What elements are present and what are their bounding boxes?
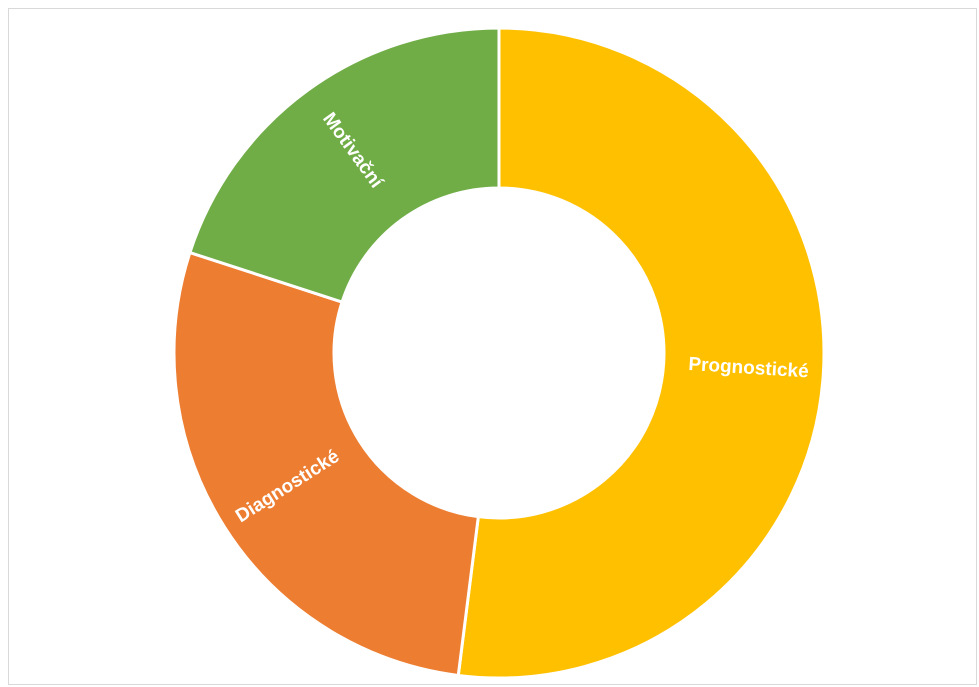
donut-slices bbox=[172, 26, 826, 680]
slice-diagnosticke[interactable] bbox=[172, 251, 480, 677]
slice-prognosticke[interactable] bbox=[456, 26, 826, 680]
slice-motivacni[interactable] bbox=[188, 26, 501, 304]
